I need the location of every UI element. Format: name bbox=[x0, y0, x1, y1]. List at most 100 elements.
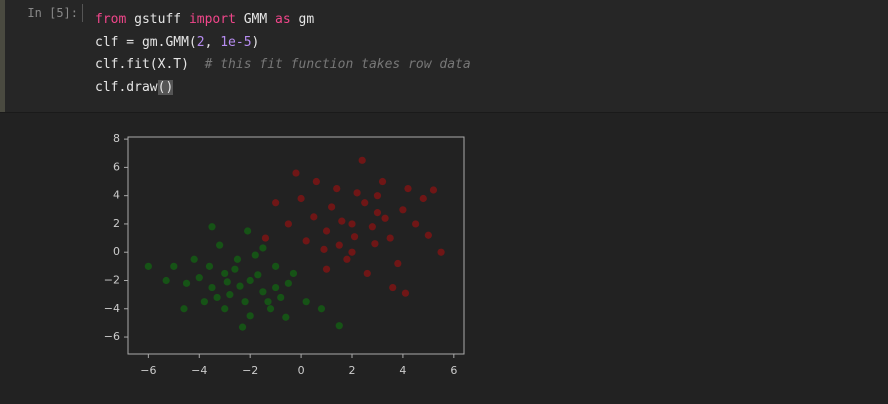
y-tick-label: −4 bbox=[104, 302, 120, 315]
x-tick-label: 6 bbox=[450, 364, 457, 377]
point bbox=[404, 184, 412, 193]
point bbox=[297, 194, 305, 203]
keyword: import bbox=[188, 12, 236, 27]
code-text: ) bbox=[251, 34, 260, 50]
code-text: GMM bbox=[235, 12, 276, 27]
point bbox=[412, 220, 420, 228]
point bbox=[437, 248, 445, 256]
cell-marker bbox=[0, 0, 5, 112]
point bbox=[284, 279, 292, 287]
y-tick-label: 6 bbox=[113, 160, 120, 173]
code-line: clf.fit(X.T) # this fit function takes r… bbox=[95, 55, 471, 78]
point bbox=[335, 322, 343, 330]
point bbox=[261, 234, 270, 242]
point bbox=[259, 244, 267, 252]
point bbox=[272, 283, 280, 292]
point bbox=[302, 237, 310, 245]
y-tick-label: −2 bbox=[104, 273, 120, 286]
point bbox=[238, 323, 247, 331]
point bbox=[282, 313, 290, 321]
point bbox=[310, 213, 318, 221]
separator bbox=[82, 4, 83, 22]
point bbox=[363, 269, 371, 278]
x-tick-label: 4 bbox=[399, 364, 406, 377]
point bbox=[312, 177, 320, 186]
point bbox=[419, 194, 427, 203]
point bbox=[284, 220, 292, 228]
point bbox=[429, 186, 438, 194]
point bbox=[221, 269, 229, 278]
x-tick-label: −4 bbox=[191, 364, 207, 377]
prompt: In [5]: bbox=[27, 6, 78, 20]
point bbox=[292, 169, 300, 177]
point bbox=[333, 184, 341, 193]
point bbox=[226, 291, 234, 299]
point bbox=[264, 298, 272, 306]
code-text: clf.fit(X.T) bbox=[95, 57, 205, 73]
point bbox=[348, 220, 356, 228]
point bbox=[348, 248, 356, 256]
point bbox=[223, 278, 231, 286]
point bbox=[162, 276, 170, 285]
point bbox=[195, 274, 203, 282]
point bbox=[401, 289, 410, 297]
point bbox=[289, 269, 298, 278]
point bbox=[317, 305, 326, 313]
point bbox=[343, 255, 351, 263]
point bbox=[394, 259, 402, 268]
code-line: from gstuff import GMM as gm bbox=[95, 10, 471, 33]
point bbox=[302, 298, 310, 306]
code-text: , bbox=[204, 34, 221, 50]
x-tick-label: 0 bbox=[298, 364, 305, 377]
point bbox=[254, 271, 262, 279]
point bbox=[221, 305, 229, 313]
point bbox=[244, 227, 252, 235]
code-text: gstuff bbox=[126, 12, 189, 27]
point bbox=[353, 189, 361, 197]
code-text: clf = gm.GMM( bbox=[95, 34, 197, 50]
point bbox=[277, 293, 285, 302]
point bbox=[170, 262, 178, 270]
point bbox=[251, 251, 259, 259]
code: from gstuff import GMM as gm clf = gm.GM… bbox=[95, 10, 471, 101]
code-cell[interactable]: In [5]: from gstuff import GMM as gm clf… bbox=[0, 0, 888, 113]
point bbox=[144, 262, 152, 270]
point bbox=[373, 209, 382, 217]
keyword: from bbox=[95, 12, 127, 27]
point bbox=[378, 177, 387, 186]
point bbox=[205, 262, 214, 270]
y-tick-label: 2 bbox=[113, 217, 120, 230]
keyword: as bbox=[275, 12, 291, 27]
point bbox=[231, 265, 239, 273]
point bbox=[368, 223, 376, 231]
matched-parens: () bbox=[157, 80, 174, 96]
point bbox=[236, 282, 244, 290]
code-text: clf.draw bbox=[95, 80, 158, 96]
x-tick-label: 2 bbox=[349, 364, 356, 377]
point bbox=[328, 203, 336, 211]
point bbox=[216, 241, 224, 249]
point bbox=[358, 156, 366, 164]
point bbox=[389, 283, 397, 292]
y-tick-label: 8 bbox=[113, 132, 120, 145]
point bbox=[208, 223, 216, 231]
point bbox=[266, 305, 275, 313]
point bbox=[386, 234, 394, 242]
y-tick-label: 0 bbox=[113, 245, 120, 258]
x-tick-label: −2 bbox=[242, 364, 258, 377]
point bbox=[259, 288, 267, 296]
point bbox=[246, 276, 254, 285]
comment: # this fit function takes row data bbox=[204, 57, 471, 73]
point bbox=[213, 293, 221, 302]
point bbox=[190, 255, 198, 263]
point bbox=[241, 298, 249, 306]
plot-frame bbox=[127, 136, 465, 355]
point bbox=[335, 241, 343, 249]
y-tick-label: 4 bbox=[113, 189, 120, 202]
point bbox=[208, 283, 216, 292]
point bbox=[272, 262, 280, 270]
point bbox=[399, 206, 407, 214]
point bbox=[361, 199, 369, 207]
